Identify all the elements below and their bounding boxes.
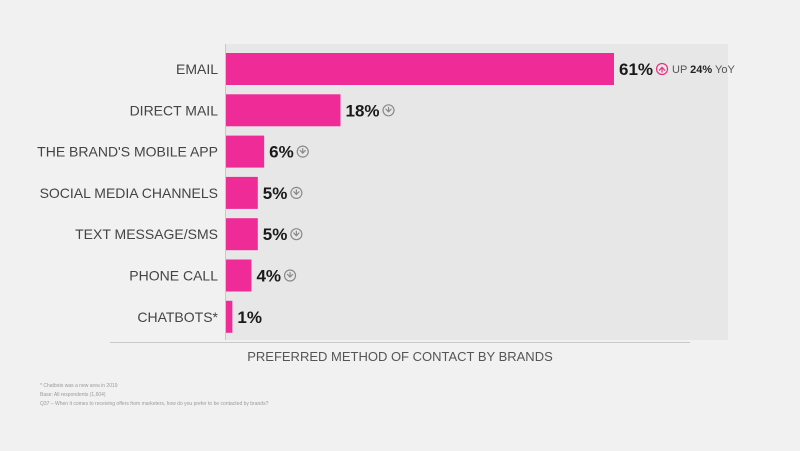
value-label-the-brand-s-mobile-app: 6%: [269, 143, 294, 162]
trend-down-icon-ring: [283, 269, 297, 282]
trend-down-icon-ring: [290, 228, 303, 241]
trend-down-icon-glyph: [286, 271, 294, 278]
value-label-text-message-sms: 5%: [263, 225, 288, 244]
trend-down-icon: [290, 228, 303, 241]
value-label-email: 61%: [619, 60, 653, 79]
footnote-base: Base: All respondents (1,604): [40, 392, 106, 398]
category-label-text-message-sms: TEXT MESSAGE/SMS: [75, 226, 218, 242]
trend-down-icon-glyph: [299, 148, 306, 154]
yoy-note: UP 24% YoY: [672, 64, 735, 76]
category-label-the-brand-s-mobile-app: THE BRAND'S MOBILE APP: [37, 144, 218, 160]
category-label-email: EMAIL: [176, 61, 218, 77]
trend-down-icon: [382, 104, 395, 117]
yoy-suffix: YoY: [712, 64, 735, 76]
bar-direct-mail: [226, 94, 341, 127]
bar-chatbots: [226, 300, 233, 333]
footnote-question: Q37 – When it comes to receiving offers …: [40, 401, 269, 407]
trend-down-icon-ring: [290, 186, 303, 199]
bar-phone-call: [226, 259, 252, 292]
trend-down-icon-ring: [382, 104, 395, 117]
trend-up-icon-glyph: [658, 66, 666, 73]
trend-up-icon-ring: [655, 62, 669, 76]
category-label-chatbots: CHATBOTS*: [137, 309, 218, 325]
category-label-social-media-channels: SOCIAL MEDIA CHANNELS: [40, 185, 218, 201]
value-label-chatbots: 1%: [237, 308, 262, 327]
x-axis-title: PREFERRED METHOD OF CONTACT BY BRANDS: [247, 349, 553, 364]
trend-down-icon-glyph: [293, 230, 300, 237]
bar-email: [226, 53, 614, 85]
trend-up-icon: [655, 62, 669, 76]
bar-the-brand-s-mobile-app: [226, 135, 265, 168]
bar-social-media-channels: [226, 176, 258, 209]
bar-text-message-sms: [226, 218, 258, 251]
value-label-phone-call: 4%: [256, 267, 281, 286]
trend-down-icon: [290, 186, 303, 199]
trend-down-icon: [283, 269, 297, 282]
value-label-social-media-channels: 5%: [263, 184, 288, 203]
footnote-chatbots: * Chatbots was a new area in 2019: [40, 383, 118, 389]
yoy-value: 24%: [690, 64, 712, 76]
trend-down-icon-glyph: [293, 189, 300, 196]
yoy-prefix: UP: [672, 64, 690, 76]
trend-down-icon: [296, 145, 309, 158]
plot-background: [226, 44, 728, 340]
category-label-phone-call: PHONE CALL: [129, 268, 218, 284]
trend-down-icon-glyph: [385, 106, 392, 113]
trend-down-icon-ring: [296, 145, 309, 158]
category-label-direct-mail: DIRECT MAIL: [130, 102, 219, 118]
value-label-direct-mail: 18%: [345, 101, 379, 120]
bars-layer: EMAIL 61% UP 24% YoY DIRECT MAIL 18% THE BRAN…: [37, 53, 736, 333]
